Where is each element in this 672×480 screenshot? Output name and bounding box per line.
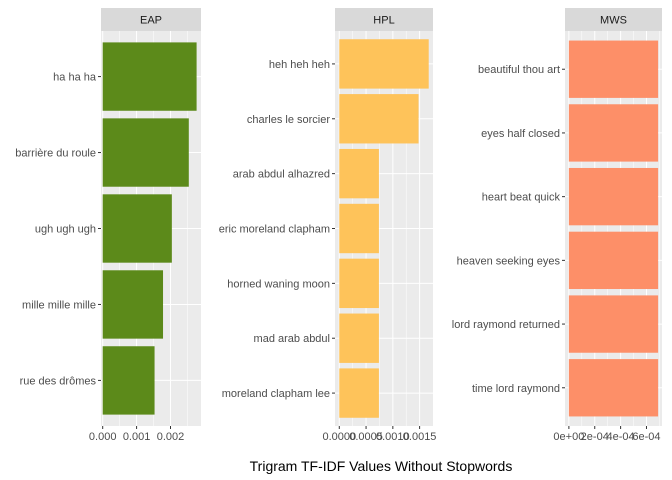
x-axis-title: Trigram TF-IDF Values Without Stopwords bbox=[250, 458, 513, 474]
bar-hpl-7 bbox=[339, 368, 379, 418]
category-label-eap-5: rue des drômes bbox=[20, 375, 97, 387]
category-label-hpl-4: eric moreland clapham bbox=[219, 224, 330, 236]
x-tick-label-hpl-3: 0.0010 bbox=[376, 431, 410, 443]
facet-strip-mws bbox=[565, 8, 662, 31]
x-tick-label-hpl-1: 0.0000 bbox=[322, 431, 356, 443]
x-tick-label-mws-1: 0e+00 bbox=[553, 431, 584, 443]
category-label-mws-2: eyes half closed bbox=[481, 128, 560, 140]
category-label-mws-4: heaven seeking eyes bbox=[457, 255, 561, 267]
bar-mws-4 bbox=[568, 231, 659, 290]
bar-hpl-5 bbox=[339, 258, 379, 309]
bar-eap-1 bbox=[102, 42, 197, 111]
bar-mws-6 bbox=[568, 359, 659, 417]
bar-hpl-2 bbox=[339, 94, 419, 144]
bar-eap-4 bbox=[102, 270, 164, 339]
x-tick-label-hpl-4: 0.0015 bbox=[403, 431, 437, 443]
category-label-mws-6: time lord raymond bbox=[472, 383, 560, 395]
bar-mws-5 bbox=[568, 295, 659, 353]
bar-mws-2 bbox=[568, 104, 659, 162]
x-tick-label-mws-4: 6e-04 bbox=[632, 431, 660, 443]
category-label-hpl-6: mad arab abdul bbox=[254, 333, 330, 345]
category-label-mws-3: heart beat quick bbox=[482, 192, 561, 204]
category-label-eap-2: barrière du roule bbox=[15, 148, 96, 160]
category-label-hpl-3: arab abdul alhazred bbox=[233, 169, 330, 181]
category-label-mws-5: lord raymond returned bbox=[452, 319, 560, 331]
x-tick-label-mws-3: 4e-04 bbox=[607, 431, 635, 443]
x-tick-label-eap-3: 0.002 bbox=[157, 431, 185, 443]
facet-label-mws: MWS bbox=[600, 15, 627, 27]
category-label-eap-3: ugh ugh ugh bbox=[35, 224, 96, 236]
x-tick-label-mws-2: 2e-04 bbox=[581, 431, 609, 443]
x-tick-label-hpl-2: 0.0005 bbox=[349, 431, 383, 443]
facet-label-eap: EAP bbox=[140, 15, 162, 27]
bar-mws-1 bbox=[568, 40, 659, 98]
facet-label-hpl: HPL bbox=[373, 15, 394, 27]
bar-hpl-1 bbox=[339, 39, 429, 89]
x-tick-label-eap-1: 0.000 bbox=[89, 431, 117, 443]
x-tick-label-eap-2: 0.001 bbox=[123, 431, 151, 443]
bar-eap-3 bbox=[102, 194, 172, 263]
category-label-hpl-7: moreland clapham lee bbox=[222, 388, 330, 400]
facet-strip-eap bbox=[101, 8, 201, 31]
category-label-eap-1: ha ha ha bbox=[53, 72, 97, 84]
bar-hpl-4 bbox=[339, 203, 379, 254]
bar-hpl-6 bbox=[339, 313, 379, 363]
bar-mws-3 bbox=[568, 167, 659, 226]
category-label-hpl-5: horned waning moon bbox=[227, 278, 330, 290]
bar-hpl-3 bbox=[339, 148, 379, 199]
bar-eap-2 bbox=[102, 118, 189, 187]
facet-strip-hpl bbox=[335, 8, 433, 31]
category-label-mws-1: beautiful thou art bbox=[478, 64, 560, 76]
bar-eap-5 bbox=[102, 346, 155, 415]
category-label-hpl-1: heh heh heh bbox=[269, 59, 330, 71]
category-label-hpl-2: charles le sorcier bbox=[247, 114, 330, 126]
category-label-eap-4: mille mille mille bbox=[22, 299, 96, 311]
